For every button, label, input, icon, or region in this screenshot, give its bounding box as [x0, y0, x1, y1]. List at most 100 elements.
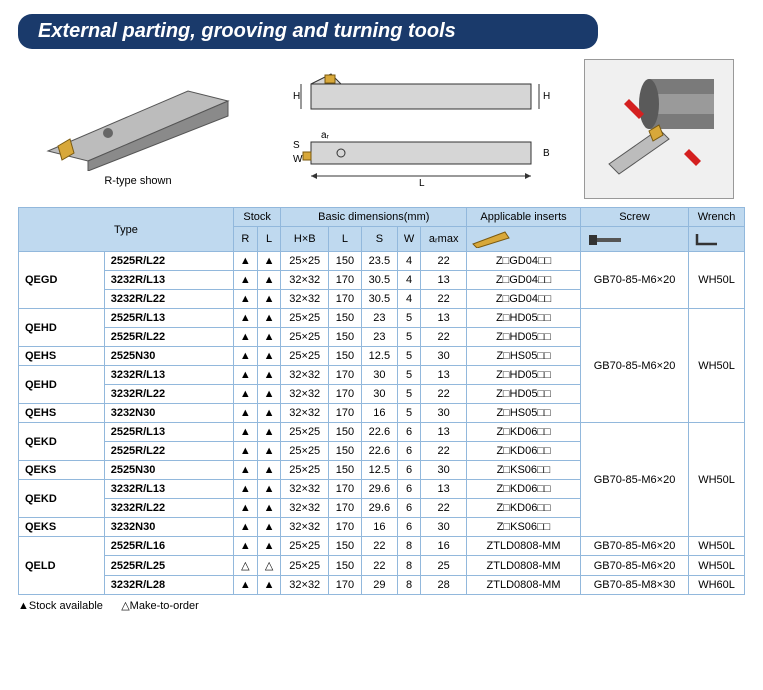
armax: 22: [421, 442, 467, 461]
dim-s: 30.5: [361, 271, 397, 290]
dim-l: 150: [329, 442, 362, 461]
col-s: S: [361, 227, 397, 252]
dim-w: 5: [398, 347, 421, 366]
col-type: Type: [19, 208, 234, 252]
dim-w: 8: [398, 556, 421, 576]
insert: Z□HS05□□: [467, 347, 581, 366]
type-category: QEHS: [19, 347, 105, 366]
operation-icon: [589, 69, 729, 189]
svg-text:aᵣ: aᵣ: [321, 130, 330, 141]
dim-l: 150: [329, 252, 362, 271]
wrench: WH50L: [689, 423, 745, 537]
dim-w: 4: [398, 290, 421, 309]
type-category: QEKS: [19, 518, 105, 537]
type-sub: 3232R/L22: [104, 499, 233, 518]
legend-open: △Make-to-order: [121, 600, 199, 612]
dim-w: 6: [398, 518, 421, 537]
svg-text:W: W: [293, 154, 303, 165]
hxb: 25×25: [281, 556, 329, 576]
stock-r: ▲: [233, 404, 257, 423]
type-sub: 3232N30: [104, 518, 233, 537]
stock-r: ▲: [233, 480, 257, 499]
hxb: 32×32: [281, 290, 329, 309]
insert: Z□HS05□□: [467, 404, 581, 423]
armax: 13: [421, 309, 467, 328]
stock-r: ▲: [233, 271, 257, 290]
insert: Z□KD06□□: [467, 499, 581, 518]
tool-tech-diagram: H H S W B aᵣ L: [266, 59, 576, 199]
tool-3d-diagram: R-type shown: [18, 59, 258, 199]
armax: 28: [421, 576, 467, 595]
armax: 13: [421, 480, 467, 499]
stock-l: ▲: [257, 271, 281, 290]
legend: ▲Stock available △Make-to-order: [18, 599, 745, 612]
type-sub: 2525R/L13: [104, 423, 233, 442]
dim-s: 30: [361, 366, 397, 385]
dim-s: 23: [361, 328, 397, 347]
type-sub: 3232N30: [104, 404, 233, 423]
hxb: 25×25: [281, 252, 329, 271]
insert: ZTLD0808-MM: [467, 537, 581, 556]
tech-side-icon: H H: [281, 69, 561, 124]
stock-l: ▲: [257, 366, 281, 385]
type-category: QEKD: [19, 480, 105, 518]
stock-r: △: [233, 556, 257, 576]
svg-text:H: H: [293, 91, 300, 102]
hxb: 32×32: [281, 499, 329, 518]
stock-r: ▲: [233, 309, 257, 328]
insert: Z□GD04□□: [467, 252, 581, 271]
stock-r: ▲: [233, 347, 257, 366]
type-sub: 3232R/L13: [104, 366, 233, 385]
svg-text:B: B: [543, 148, 550, 159]
type-category: QEGD: [19, 252, 105, 309]
screw: GB70-85-M8×30: [580, 576, 688, 595]
hxb: 25×25: [281, 347, 329, 366]
stock-l: ▲: [257, 290, 281, 309]
hxb: 32×32: [281, 518, 329, 537]
page-title: External parting, grooving and turning t…: [18, 14, 598, 49]
insert: Z□HD05□□: [467, 385, 581, 404]
stock-l: △: [257, 556, 281, 576]
armax: 22: [421, 252, 467, 271]
stock-l: ▲: [257, 385, 281, 404]
dim-s: 22: [361, 537, 397, 556]
stock-r: ▲: [233, 461, 257, 480]
col-lcol: L: [329, 227, 362, 252]
table-body: QEGD2525R/L22▲▲25×2515023.5422Z□GD04□□GB…: [19, 252, 745, 595]
insert: Z□KD06□□: [467, 480, 581, 499]
insert: Z□KS06□□: [467, 518, 581, 537]
dim-l: 170: [329, 480, 362, 499]
type-category: QEHD: [19, 366, 105, 404]
table-row: QEHD2525R/L13▲▲25×2515023513Z□HD05□□GB70…: [19, 309, 745, 328]
stock-r: ▲: [233, 423, 257, 442]
col-inserts: Applicable inserts: [467, 208, 581, 227]
screw: GB70-85-M6×20: [580, 556, 688, 576]
stock-l: ▲: [257, 499, 281, 518]
wrench: WH50L: [689, 556, 745, 576]
insert: Z□HD05□□: [467, 328, 581, 347]
stock-l: ▲: [257, 328, 281, 347]
col-hxb: H×B: [281, 227, 329, 252]
dim-s: 30: [361, 385, 397, 404]
type-category: QEKD: [19, 423, 105, 461]
hxb: 25×25: [281, 537, 329, 556]
type-sub: 3232R/L28: [104, 576, 233, 595]
table-row: QELD2525R/L16▲▲25×2515022816ZTLD0808-MMG…: [19, 537, 745, 556]
armax: 30: [421, 461, 467, 480]
type-category: QELD: [19, 537, 105, 595]
armax: 22: [421, 385, 467, 404]
spec-table: Type Stock Basic dimensions(mm) Applicab…: [18, 207, 745, 595]
svg-text:L: L: [419, 178, 425, 189]
armax: 22: [421, 290, 467, 309]
insert-icon-cell: [467, 227, 581, 252]
col-screw: Screw: [580, 208, 688, 227]
dim-l: 170: [329, 576, 362, 595]
dim-w: 6: [398, 480, 421, 499]
insert-icon: [471, 230, 576, 248]
dim-l: 170: [329, 271, 362, 290]
dim-w: 5: [398, 366, 421, 385]
stock-l: ▲: [257, 480, 281, 499]
type-sub: 3232R/L13: [104, 480, 233, 499]
armax: 22: [421, 499, 467, 518]
table-row: 3232R/L28▲▲32×3217029828ZTLD0808-MMGB70-…: [19, 576, 745, 595]
